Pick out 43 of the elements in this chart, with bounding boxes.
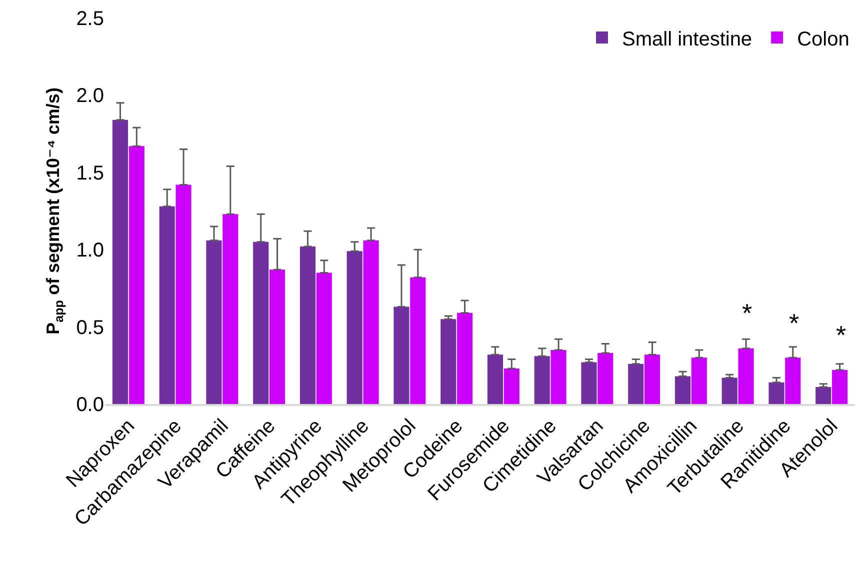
bar xyxy=(550,350,566,404)
bar xyxy=(440,319,456,404)
y-tick-label: 1.0 xyxy=(76,240,104,262)
y-tick-label: 2.0 xyxy=(76,85,104,108)
bar xyxy=(504,368,520,404)
bar xyxy=(222,214,238,404)
bar xyxy=(785,358,801,404)
bar xyxy=(768,382,784,404)
legend-label: Colon xyxy=(797,28,850,50)
annotation: * xyxy=(836,320,846,350)
bar xyxy=(269,270,286,404)
bar xyxy=(598,353,614,404)
bar xyxy=(176,184,192,404)
y-tick-label: 0.5 xyxy=(76,316,104,339)
bar xyxy=(206,240,222,404)
bar xyxy=(316,272,332,404)
bar xyxy=(722,378,738,404)
bar xyxy=(112,120,128,404)
bar xyxy=(534,356,550,404)
bar xyxy=(128,146,144,404)
bar xyxy=(644,354,660,404)
bar xyxy=(346,251,362,404)
bar xyxy=(581,362,597,404)
bar xyxy=(691,358,707,404)
bar xyxy=(456,312,473,404)
bar xyxy=(300,246,316,404)
bar xyxy=(487,354,504,404)
y-tick-label: 1.5 xyxy=(76,162,104,184)
y-tick-label: 0.0 xyxy=(76,394,104,416)
bar xyxy=(410,277,426,404)
annotation: * xyxy=(742,298,752,328)
bar xyxy=(738,348,754,404)
bar xyxy=(628,364,644,404)
bar xyxy=(394,306,410,404)
bar xyxy=(832,370,848,404)
annotation: * xyxy=(789,308,800,338)
bar xyxy=(159,206,175,404)
bar xyxy=(674,376,691,404)
legend-label: Small intestine xyxy=(622,28,752,50)
y-tick-label: 2.5 xyxy=(76,8,104,30)
bar xyxy=(816,387,832,404)
bar xyxy=(253,242,269,404)
bar xyxy=(363,240,379,404)
